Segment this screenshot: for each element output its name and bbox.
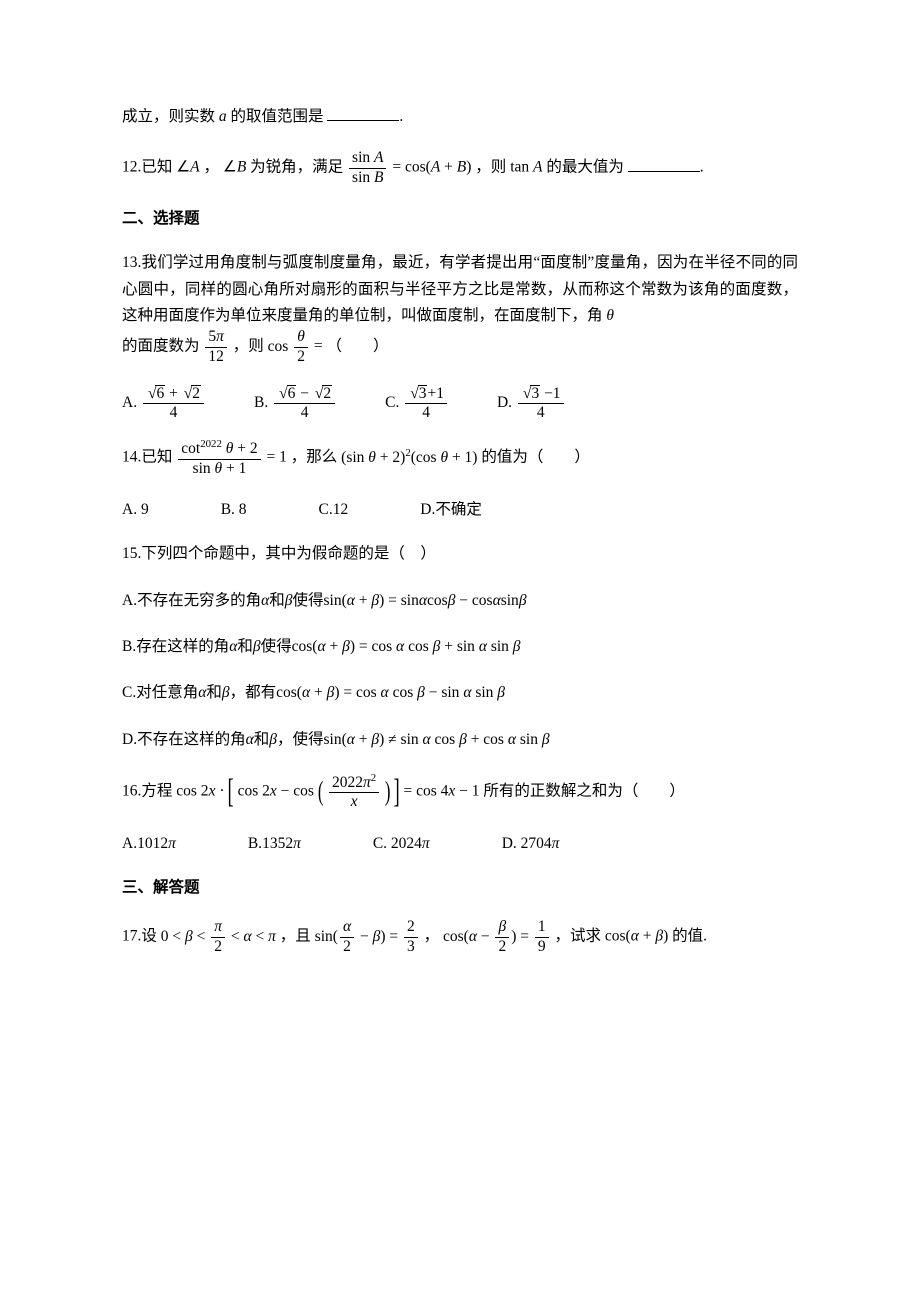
q16-inner-left: cos 2x − cos (238, 782, 314, 799)
q17-prefix: 17.设 (122, 928, 157, 945)
q14-option-A[interactable]: A. 9 (122, 497, 149, 523)
q16-prefix: 16.方程 (122, 782, 172, 799)
q12-comma: ， (204, 159, 220, 176)
q13-theta: θ (606, 307, 614, 324)
q13-line2-pre: 的面度数为 (122, 338, 200, 355)
q12-then: ，则 (475, 159, 506, 176)
q16-inner-fraction: 2022π2 x (329, 773, 379, 811)
q15-stem: 15.下列四个命题中，其中为假命题的是（ ） (122, 541, 798, 567)
q12-angle-B: ∠B (223, 159, 246, 176)
q16-paren-close: ) (385, 778, 391, 806)
q13-area-num: 5π (205, 329, 227, 347)
q11-blank (327, 105, 399, 122)
q12-fraction: sin A sin B (349, 150, 386, 186)
q16-paren-open: ( (318, 778, 324, 806)
q17-target: cos(α + β) (605, 928, 668, 945)
q11-tail: 成立，则实数 a 的取值范围是 . (122, 104, 798, 130)
q17-tail: ，试求 (554, 928, 601, 945)
q14-prefix: 14.已知 (122, 449, 172, 466)
q12-angle-A: ∠A (176, 159, 199, 176)
q14-option-C[interactable]: C.12 (319, 497, 349, 523)
q17-range: 0 < β < π2 < α < π (161, 928, 276, 945)
q15-option-D[interactable]: D.不存在这样的角α和β，使得sin(α + β) ≠ sin α cos β … (122, 727, 798, 753)
q16-lhs: cos 2x · (176, 782, 224, 799)
q14-expr: (sin θ + 2)2(cos θ + 1) (341, 449, 477, 466)
q16-option-B[interactable]: B.1352π (248, 831, 301, 857)
q16-option-D[interactable]: D. 2704π (502, 831, 560, 857)
q11-var-a: a (219, 108, 227, 125)
q17: 17.设 0 < β < π2 < α < π ，且 sin(α2 − β) =… (122, 919, 798, 955)
q16-rhs: = cos 4x − 1 (403, 782, 479, 799)
q14-mid: ，那么 (291, 449, 338, 466)
q14-eq1: = 1 (267, 449, 287, 466)
q17-sep: ， (424, 928, 440, 945)
q12-tanA: tan A (510, 159, 542, 176)
q12-equals: = cos(A + B) (392, 159, 471, 176)
q12-mid: 为锐角，满足 (250, 159, 343, 176)
q16-stem: 16.方程 cos 2x · [ cos 2x − cos ( 2022π2 x… (122, 773, 798, 811)
q15A-vars: α (261, 592, 269, 609)
q11-period: . (399, 108, 403, 125)
q15-option-B[interactable]: B.存在这样的角α和β使得cos(α + β) = cos α cos β + … (122, 634, 798, 660)
q13-line1: 13.我们学过用角度制与弧度制度量角，最近，有学者提出用“面度制”度量角，因为在… (122, 254, 798, 324)
q12-frac-num: sin A (349, 150, 386, 168)
page: 成立，则实数 a 的取值范围是 . 12.已知 ∠A ， ∠B 为锐角，满足 s… (0, 0, 920, 1302)
q17-comma2: ，且 (280, 928, 311, 945)
q17-tail2: 的值. (672, 928, 707, 945)
q14-option-B[interactable]: B. 8 (221, 497, 247, 523)
section-2-title: 二、选择题 (122, 206, 798, 232)
q11-text-after: 的取值范围是 (231, 108, 324, 125)
q15-option-C[interactable]: C.对任意角α和β，都有cos(α + β) = cos α cos β − s… (122, 680, 798, 706)
q13-stem: 13.我们学过用角度制与弧度制度量角，最近，有学者提出用“面度制”度量角，因为在… (122, 250, 798, 365)
q17-cos-expr: cos(α − β2) = 19 (443, 928, 551, 945)
q13-cos-half: cos θ 2 (268, 338, 314, 355)
q13-equals-paren: = （ ） (314, 338, 389, 355)
q11-text-before-var: 成立，则实数 (122, 108, 215, 125)
q13-option-C[interactable]: C. 3+14 (385, 385, 449, 422)
q14-option-D[interactable]: D.不确定 (420, 497, 482, 523)
q14-options: A. 9 B. 8 C.12 D.不确定 (122, 497, 798, 523)
q12-blank (628, 155, 700, 172)
q13-line2-mid: ，则 (233, 338, 264, 355)
q12-tail: 的最大值为 (546, 159, 624, 176)
q13-area-den: 12 (205, 348, 227, 365)
q14-fraction: cot2022 θ + 2 sin θ + 1 (178, 439, 260, 477)
q13-options: A. 6 + 24 B. 6 − 24 C. 3+14 D. 3 −14 (122, 385, 798, 422)
q12: 12.已知 ∠A ， ∠B 为锐角，满足 sin A sin B = cos(A… (122, 150, 798, 186)
q16-option-A[interactable]: A.1012π (122, 831, 176, 857)
q16-tail: 所有的正数解之和为（ ） (483, 782, 685, 799)
q16-bracket-close: ] (394, 775, 400, 809)
q12-period: . (700, 159, 704, 176)
q16-bracket-open: [ (228, 775, 234, 809)
q17-sin-expr: sin(α2 − β) = 23 (315, 928, 420, 945)
q14-stem: 14.已知 cot2022 θ + 2 sin θ + 1 = 1 ，那么 (s… (122, 439, 798, 477)
q13-option-A[interactable]: A. 6 + 24 (122, 385, 206, 422)
q14-tail: 的值为（ ） (481, 449, 590, 466)
q16-options: A.1012π B.1352π C. 2024π D. 2704π (122, 831, 798, 857)
q16-option-C[interactable]: C. 2024π (373, 831, 430, 857)
q13-option-D[interactable]: D. 3 −14 (497, 385, 566, 422)
q13-option-B[interactable]: B. 6 − 24 (254, 385, 337, 422)
q12-frac-den: sin B (349, 169, 386, 186)
q12-prefix: 12.已知 (122, 159, 172, 176)
q15-option-A[interactable]: A.不存在无穷多的角α和β使得sin(α + β) = sinαcosβ − c… (122, 588, 798, 614)
section-3-title: 三、解答题 (122, 875, 798, 901)
q13-area-fraction: 5π 12 (205, 329, 227, 365)
